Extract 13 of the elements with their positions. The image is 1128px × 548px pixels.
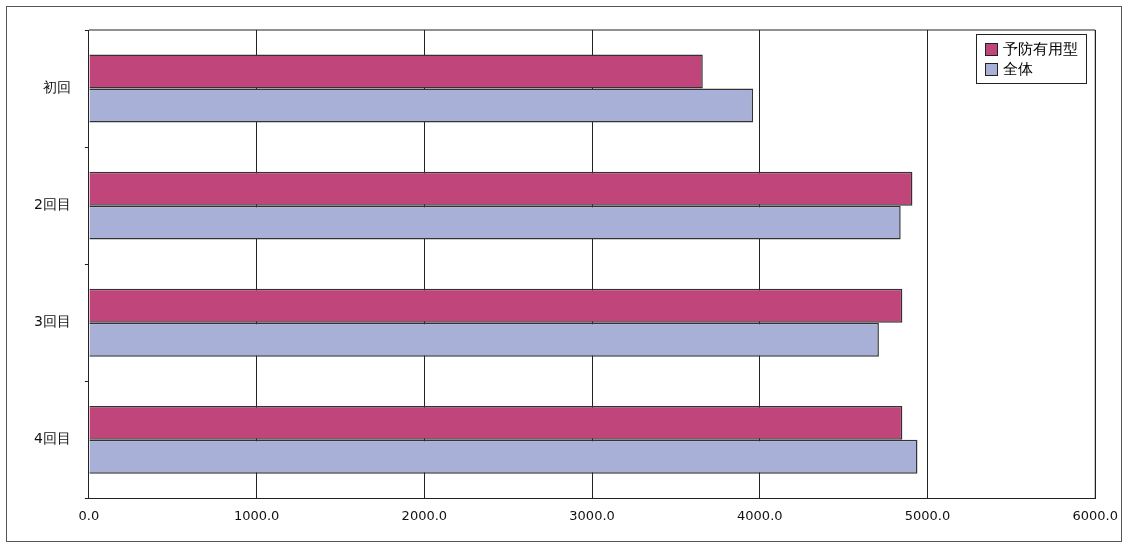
y-tick-label: 初回 [42, 79, 71, 96]
x-tick-label: 5000.0 [904, 507, 951, 523]
x-tick-label: 1000.0 [233, 507, 280, 523]
y-tick-label: 2回目 [33, 196, 71, 213]
y-tick-label: 3回目 [33, 313, 71, 330]
x-tick-label: 2000.0 [401, 507, 448, 523]
x-tick-label: 6000.0 [1072, 507, 1119, 523]
y-tick-label: 4回目 [33, 430, 71, 447]
legend-label: 全体 [1003, 59, 1034, 79]
x-tick-label: 4000.0 [737, 507, 783, 523]
legend-label: 予防有用型 [1003, 39, 1079, 59]
x-tick-label: 3000.0 [569, 507, 615, 523]
x-tick-label: 0.0 [78, 507, 100, 523]
